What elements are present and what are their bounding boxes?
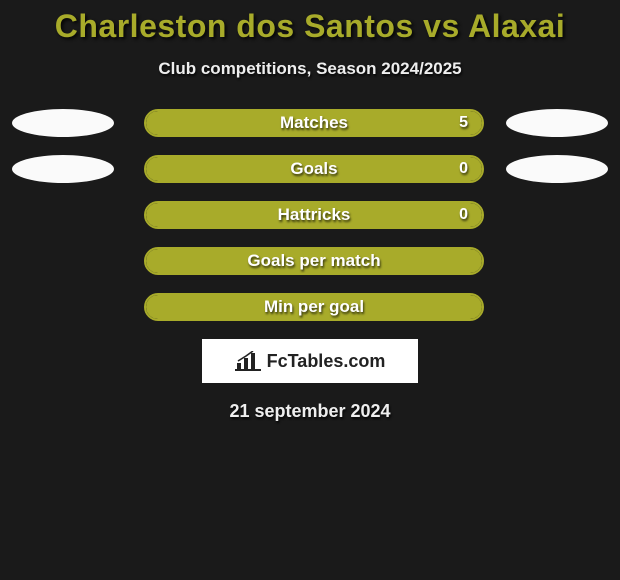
page-title: Charleston dos Santos vs Alaxai: [0, 8, 620, 45]
brand-logo[interactable]: FcTables.com: [202, 339, 418, 383]
team-badge-right: [506, 155, 608, 183]
stat-row: Goals0: [0, 155, 620, 183]
stat-label: Goals: [146, 157, 482, 181]
date-label: 21 september 2024: [0, 401, 620, 422]
stat-value: 0: [459, 157, 468, 181]
stat-row: Matches5: [0, 109, 620, 137]
stat-bar: Hattricks0: [144, 201, 484, 229]
stat-bar: Min per goal: [144, 293, 484, 321]
brand-text: FcTables.com: [267, 351, 386, 372]
team-badge-right: [506, 109, 608, 137]
stats-list: Matches5Goals0Hattricks0Goals per matchM…: [0, 109, 620, 321]
stat-label: Goals per match: [146, 249, 482, 273]
stat-value: 0: [459, 203, 468, 227]
stat-value: 5: [459, 111, 468, 135]
team-badge-left: [12, 109, 114, 137]
stat-bar: Matches5: [144, 109, 484, 137]
stat-row: Goals per match: [0, 247, 620, 275]
stat-label: Hattricks: [146, 203, 482, 227]
stat-label: Matches: [146, 111, 482, 135]
stat-row: Hattricks0: [0, 201, 620, 229]
subtitle: Club competitions, Season 2024/2025: [0, 59, 620, 79]
stat-label: Min per goal: [146, 295, 482, 319]
bar-chart-icon: [235, 351, 261, 371]
stat-bar: Goals per match: [144, 247, 484, 275]
stat-row: Min per goal: [0, 293, 620, 321]
team-badge-left: [12, 155, 114, 183]
stat-bar: Goals0: [144, 155, 484, 183]
